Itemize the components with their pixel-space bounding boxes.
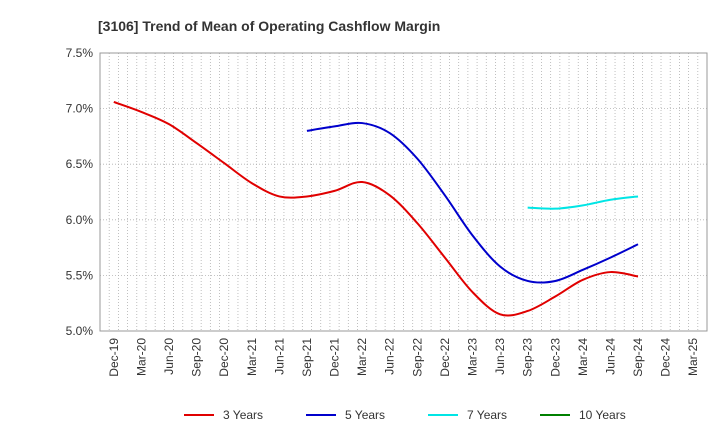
y-tick-label: 6.0% [66, 213, 94, 227]
legend-label-3-years: 3 Years [223, 408, 263, 422]
x-tick-label: Mar-25 [686, 338, 700, 376]
y-tick-label: 7.5% [66, 46, 94, 60]
series-line-5-years [306, 121, 639, 284]
legend-label-7-years: 7 Years [467, 408, 507, 422]
x-tick-label: Mar-24 [576, 338, 590, 376]
x-tick-label: Mar-21 [245, 338, 259, 376]
x-tick-label: Mar-22 [355, 338, 369, 376]
plot-area [99, 52, 708, 332]
x-tick-label: Sep-23 [521, 338, 535, 377]
x-tick-label: Dec-20 [217, 338, 231, 377]
legend-label-5-years: 5 Years [345, 408, 385, 422]
x-tick-label: Dec-19 [107, 338, 121, 377]
x-tick-label: Sep-24 [631, 338, 645, 377]
x-tick-label: Jun-22 [383, 338, 397, 375]
x-tick-label: Jun-24 [603, 338, 617, 375]
x-tick-label: Dec-21 [328, 338, 342, 377]
x-tick-label: Dec-23 [548, 338, 562, 377]
x-tick-label: Jun-20 [162, 338, 176, 375]
x-axis: Dec-19 Mar-20 Jun-20 Sep-20 Dec-20 Mar-21 Jun-… [107, 338, 700, 377]
grid [100, 52, 707, 332]
x-tick-label: Jun-23 [493, 338, 507, 375]
series-lines [113, 100, 639, 317]
y-tick-label: 5.0% [66, 324, 94, 338]
legend: 3 Years 5 Years 7 Years 10 Years [184, 408, 626, 422]
x-tick-label: Sep-21 [300, 338, 314, 377]
chart-title: [3106] Trend of Mean of Operating Cashfl… [98, 18, 440, 34]
y-axis: 5.0% 5.5% 6.0% 6.5% 7.0% 7.5% [66, 46, 94, 338]
series-line-3-years [113, 100, 639, 317]
series-line-7-years [527, 195, 639, 210]
x-tick-label: Sep-22 [410, 338, 424, 377]
x-tick-label: Dec-24 [659, 338, 673, 377]
x-tick-label: Mar-23 [465, 338, 479, 376]
y-tick-label: 5.5% [66, 268, 94, 282]
y-tick-label: 7.0% [66, 102, 94, 116]
x-tick-label: Dec-22 [438, 338, 452, 377]
x-tick-label: Mar-20 [134, 338, 148, 376]
x-tick-label: Sep-20 [190, 338, 204, 377]
legend-label-10-years: 10 Years [579, 408, 626, 422]
x-tick-label: Jun-21 [272, 338, 286, 375]
y-tick-label: 6.5% [66, 157, 94, 171]
